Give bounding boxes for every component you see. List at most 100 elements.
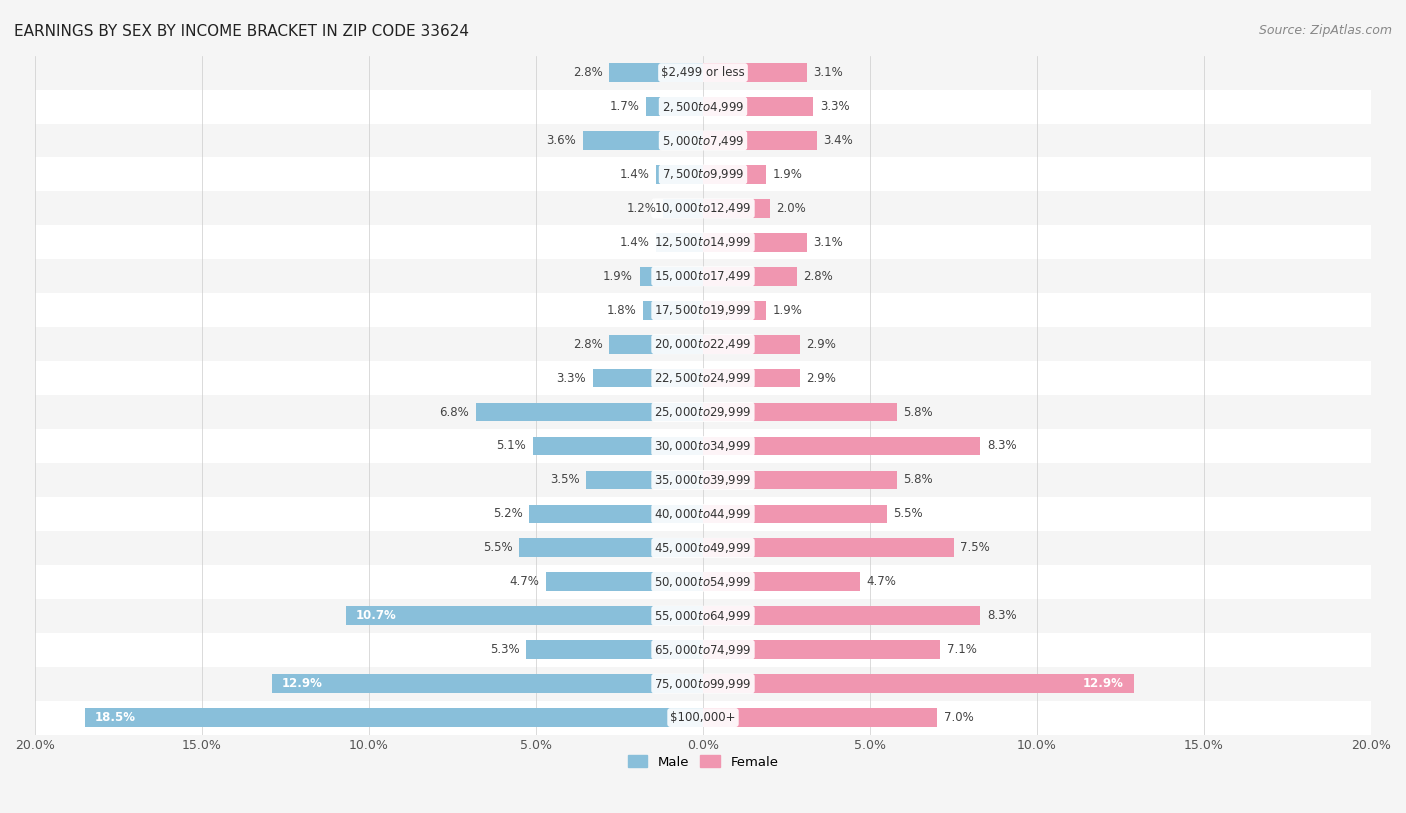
Text: 4.7%: 4.7%: [866, 576, 897, 589]
Bar: [703, 233, 807, 252]
Text: $15,000 to $17,499: $15,000 to $17,499: [654, 269, 752, 283]
Bar: [703, 641, 941, 659]
Bar: [647, 98, 703, 116]
Text: $100,000+: $100,000+: [671, 711, 735, 724]
Bar: [35, 633, 1371, 667]
Text: 5.1%: 5.1%: [496, 440, 526, 453]
Text: 6.8%: 6.8%: [440, 406, 470, 419]
Bar: [703, 572, 860, 591]
Text: 3.6%: 3.6%: [547, 134, 576, 147]
Text: 3.1%: 3.1%: [813, 66, 844, 79]
Text: 3.4%: 3.4%: [824, 134, 853, 147]
Bar: [35, 598, 1371, 633]
Text: $5,000 to $7,499: $5,000 to $7,499: [662, 133, 744, 147]
Bar: [657, 233, 703, 252]
Text: 2.8%: 2.8%: [574, 66, 603, 79]
Bar: [703, 505, 887, 524]
Text: $25,000 to $29,999: $25,000 to $29,999: [654, 405, 752, 419]
Text: 2.0%: 2.0%: [776, 202, 806, 215]
Bar: [703, 538, 953, 557]
Bar: [657, 165, 703, 184]
Text: $20,000 to $22,499: $20,000 to $22,499: [654, 337, 752, 351]
Text: 18.5%: 18.5%: [96, 711, 136, 724]
Bar: [526, 641, 703, 659]
Text: 2.8%: 2.8%: [574, 337, 603, 350]
Bar: [546, 572, 703, 591]
Bar: [529, 505, 703, 524]
Bar: [582, 131, 703, 150]
Bar: [35, 124, 1371, 158]
Bar: [35, 667, 1371, 701]
Text: $30,000 to $34,999: $30,000 to $34,999: [654, 439, 752, 453]
Text: $2,499 or less: $2,499 or less: [661, 66, 745, 79]
Text: 1.7%: 1.7%: [610, 100, 640, 113]
Text: 2.9%: 2.9%: [807, 372, 837, 385]
Text: 1.2%: 1.2%: [626, 202, 657, 215]
Text: 5.2%: 5.2%: [494, 507, 523, 520]
Bar: [35, 89, 1371, 124]
Bar: [609, 63, 703, 82]
Bar: [703, 437, 980, 455]
Legend: Male, Female: Male, Female: [627, 755, 779, 768]
Text: 2.9%: 2.9%: [807, 337, 837, 350]
Text: 5.8%: 5.8%: [904, 406, 934, 419]
Text: $22,500 to $24,999: $22,500 to $24,999: [654, 371, 752, 385]
Bar: [703, 63, 807, 82]
Bar: [662, 199, 703, 218]
Bar: [703, 708, 936, 727]
Text: 8.3%: 8.3%: [987, 609, 1017, 622]
Bar: [703, 471, 897, 489]
Bar: [273, 674, 703, 693]
Text: 4.7%: 4.7%: [509, 576, 540, 589]
Text: Source: ZipAtlas.com: Source: ZipAtlas.com: [1258, 24, 1392, 37]
Bar: [35, 395, 1371, 429]
Bar: [346, 606, 703, 625]
Text: 7.1%: 7.1%: [946, 643, 977, 656]
Text: $50,000 to $54,999: $50,000 to $54,999: [654, 575, 752, 589]
Text: $12,500 to $14,999: $12,500 to $14,999: [654, 235, 752, 250]
Text: $55,000 to $64,999: $55,000 to $64,999: [654, 609, 752, 623]
Bar: [703, 301, 766, 320]
Bar: [35, 429, 1371, 463]
Text: $35,000 to $39,999: $35,000 to $39,999: [654, 473, 752, 487]
Text: 1.4%: 1.4%: [620, 168, 650, 181]
Bar: [519, 538, 703, 557]
Bar: [35, 191, 1371, 225]
Text: 12.9%: 12.9%: [283, 677, 323, 690]
Text: $7,500 to $9,999: $7,500 to $9,999: [662, 167, 744, 181]
Bar: [703, 98, 813, 116]
Bar: [643, 301, 703, 320]
Bar: [35, 293, 1371, 327]
Text: $17,500 to $19,999: $17,500 to $19,999: [654, 303, 752, 317]
Bar: [703, 165, 766, 184]
Text: $40,000 to $44,999: $40,000 to $44,999: [654, 506, 752, 521]
Text: 1.9%: 1.9%: [603, 270, 633, 283]
Text: EARNINGS BY SEX BY INCOME BRACKET IN ZIP CODE 33624: EARNINGS BY SEX BY INCOME BRACKET IN ZIP…: [14, 24, 470, 39]
Text: 7.5%: 7.5%: [960, 541, 990, 554]
Text: 3.1%: 3.1%: [813, 236, 844, 249]
Text: 1.9%: 1.9%: [773, 304, 803, 317]
Bar: [703, 369, 800, 388]
Bar: [35, 701, 1371, 734]
Bar: [35, 158, 1371, 191]
Text: 5.5%: 5.5%: [893, 507, 922, 520]
Text: 2.8%: 2.8%: [803, 270, 832, 283]
Text: 3.3%: 3.3%: [557, 372, 586, 385]
Text: 1.4%: 1.4%: [620, 236, 650, 249]
Bar: [35, 225, 1371, 259]
Bar: [703, 674, 1133, 693]
Bar: [703, 606, 980, 625]
Bar: [640, 267, 703, 285]
Bar: [35, 497, 1371, 531]
Text: $10,000 to $12,499: $10,000 to $12,499: [654, 202, 752, 215]
Bar: [35, 55, 1371, 89]
Bar: [35, 259, 1371, 293]
Bar: [84, 708, 703, 727]
Text: 1.8%: 1.8%: [606, 304, 636, 317]
Text: $75,000 to $99,999: $75,000 to $99,999: [654, 676, 752, 690]
Text: 7.0%: 7.0%: [943, 711, 973, 724]
Bar: [35, 361, 1371, 395]
Text: 5.8%: 5.8%: [904, 473, 934, 486]
Text: $65,000 to $74,999: $65,000 to $74,999: [654, 642, 752, 657]
Bar: [35, 531, 1371, 565]
